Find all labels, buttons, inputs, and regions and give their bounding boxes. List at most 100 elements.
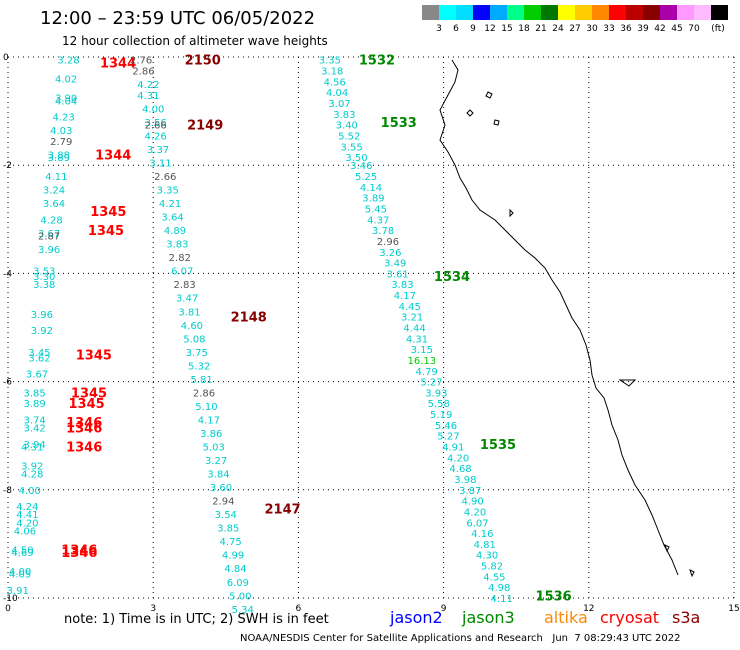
wave-height-value: 3.64: [43, 199, 65, 210]
wave-height-value: 3.85: [217, 524, 239, 535]
wave-height-value: 3.42: [23, 424, 45, 435]
wave-height-value: 4.41: [16, 510, 38, 521]
satellite-name-jason3: jason3: [462, 608, 515, 627]
wave-height-value: 4.37: [367, 215, 389, 226]
wave-height-value: 4.55: [483, 572, 505, 583]
wave-height-value: 5.19: [430, 410, 452, 421]
wave-height-value: 3.89: [362, 194, 384, 205]
wave-height-value: 4.75: [220, 537, 242, 548]
wave-height-value: 3.61: [386, 269, 408, 280]
wave-height-value: 3.87: [459, 486, 481, 497]
wave-height-value: 3.89: [48, 153, 70, 164]
wave-height-value: 5.03: [203, 443, 225, 454]
x-tick-label: 12: [583, 604, 594, 614]
wave-height-value: 4.23: [53, 113, 75, 124]
wave-height-value: 4.11: [45, 172, 67, 183]
wave-height-value: 2.82: [169, 253, 191, 264]
legend-swatch: [507, 5, 524, 20]
pass-time-label: 1532: [359, 54, 395, 69]
wave-height-value: 3.49: [384, 259, 406, 270]
wave-height-value: 16.13: [407, 356, 436, 367]
wave-height-value: 3.24: [43, 186, 65, 197]
wave-height-value: 5.45: [365, 204, 387, 215]
wave-height-value: 3.93: [425, 388, 447, 399]
wave-height-value: 4.14: [360, 183, 382, 194]
wave-height-value: 3.92: [21, 461, 43, 472]
legend-swatch: [473, 5, 490, 20]
wave-height-value: 4.31: [137, 91, 159, 102]
wave-height-value: 3.60: [210, 483, 232, 494]
legend-swatch: [439, 5, 456, 20]
wave-height-value: 5.08: [183, 334, 205, 345]
wave-height-value: 6.07: [171, 267, 193, 278]
satellite-name-altika: altika: [544, 608, 588, 627]
wave-height-value: 5.00: [229, 591, 251, 602]
y-tick-label: -6: [3, 378, 12, 388]
legend-label: 3: [436, 24, 442, 34]
wave-height-value: 3.84: [207, 470, 229, 481]
wave-height-value: 3.30: [33, 272, 55, 283]
wave-height-value: 3.53: [33, 267, 55, 278]
wave-height-value: 4.04: [326, 88, 348, 99]
legend-unit: (ft): [711, 24, 725, 34]
legend-label: 24: [552, 24, 564, 34]
wave-height-value: 3.35: [319, 56, 341, 67]
legend-label: 70: [688, 24, 700, 34]
wave-height-value: 2.66: [144, 121, 166, 132]
wave-height-value: 4.00: [9, 567, 31, 578]
wave-height-value: 2.86: [132, 67, 154, 78]
wave-height-value: 4.98: [488, 583, 510, 594]
wave-height-value: 3.88: [48, 150, 70, 161]
wave-height-value: 3.96: [31, 310, 53, 321]
pass-time-label: 1346: [61, 543, 97, 558]
legend-label: 6: [453, 24, 459, 34]
wave-height-value: 5.27: [437, 432, 459, 443]
wave-height-value: 3.62: [28, 353, 50, 364]
altimeter-tracks: 3.284.023.904.044.234.032.793.883.894.11…: [7, 54, 572, 616]
wave-height-value: 4.22: [137, 80, 159, 91]
legend-swatch: [643, 5, 660, 20]
wave-height-value: 3.96: [38, 245, 60, 256]
wave-height-value: 3.67: [38, 229, 60, 240]
wave-height-value: 3.74: [23, 415, 45, 426]
wave-height-value: 3.47: [176, 294, 198, 305]
wave-height-value: 4.56: [324, 77, 346, 88]
x-tick-label: 0: [5, 604, 11, 614]
wave-height-value: 2.76: [130, 56, 152, 67]
wave-height-value: 3.91: [7, 586, 29, 597]
pass-time-label: 1536: [536, 589, 572, 604]
x-tick-label: 15: [728, 604, 739, 614]
wave-height-value: 3.07: [328, 99, 350, 110]
pass-time-label: 1346: [61, 546, 97, 561]
satellite-name-jason2: jason2: [390, 608, 443, 627]
wave-height-value: 4.03: [50, 126, 72, 137]
wave-height-value: 4.24: [16, 502, 38, 513]
wave-height-value: 3.56: [144, 118, 166, 129]
wave-height-value: 5.46: [435, 421, 457, 432]
wave-height-value: 3.40: [336, 121, 358, 132]
note-text: note: 1) Time is in UTC; 2) SWH is in fe…: [64, 612, 329, 627]
wave-height-value: 5.82: [481, 562, 503, 573]
wave-height-value: 3.18: [321, 67, 343, 78]
wave-height-value: 3.11: [149, 158, 171, 169]
legend-swatch: [626, 5, 643, 20]
wave-height-value: 4.30: [476, 551, 498, 562]
wave-height-value: 3.89: [23, 399, 45, 410]
wave-height-value: 3.86: [200, 429, 222, 440]
pass-time-label: 1344: [95, 148, 131, 163]
pass-time-label: 1345: [69, 397, 105, 412]
wave-height-value: 4.00: [142, 104, 164, 115]
legend-swatch: [677, 5, 694, 20]
pass-time-label: 1346: [66, 416, 102, 431]
legend-swatch: [422, 5, 439, 20]
wave-height-value: 5.10: [195, 402, 217, 413]
axis-ticks: 0 3 6 9 12 15 0 -2 -4 -6 -8 -10: [3, 53, 740, 614]
wave-height-value: 3.26: [379, 248, 401, 259]
legend-label: 36: [620, 24, 632, 34]
legend-label: 42: [654, 24, 666, 34]
wave-height-value: 5.81: [190, 375, 212, 386]
wave-height-value: 3.21: [401, 313, 423, 324]
wave-height-value: 3.45: [28, 348, 50, 359]
wave-height-value: 4.26: [144, 131, 166, 142]
wave-height-value: 3.27: [205, 456, 227, 467]
